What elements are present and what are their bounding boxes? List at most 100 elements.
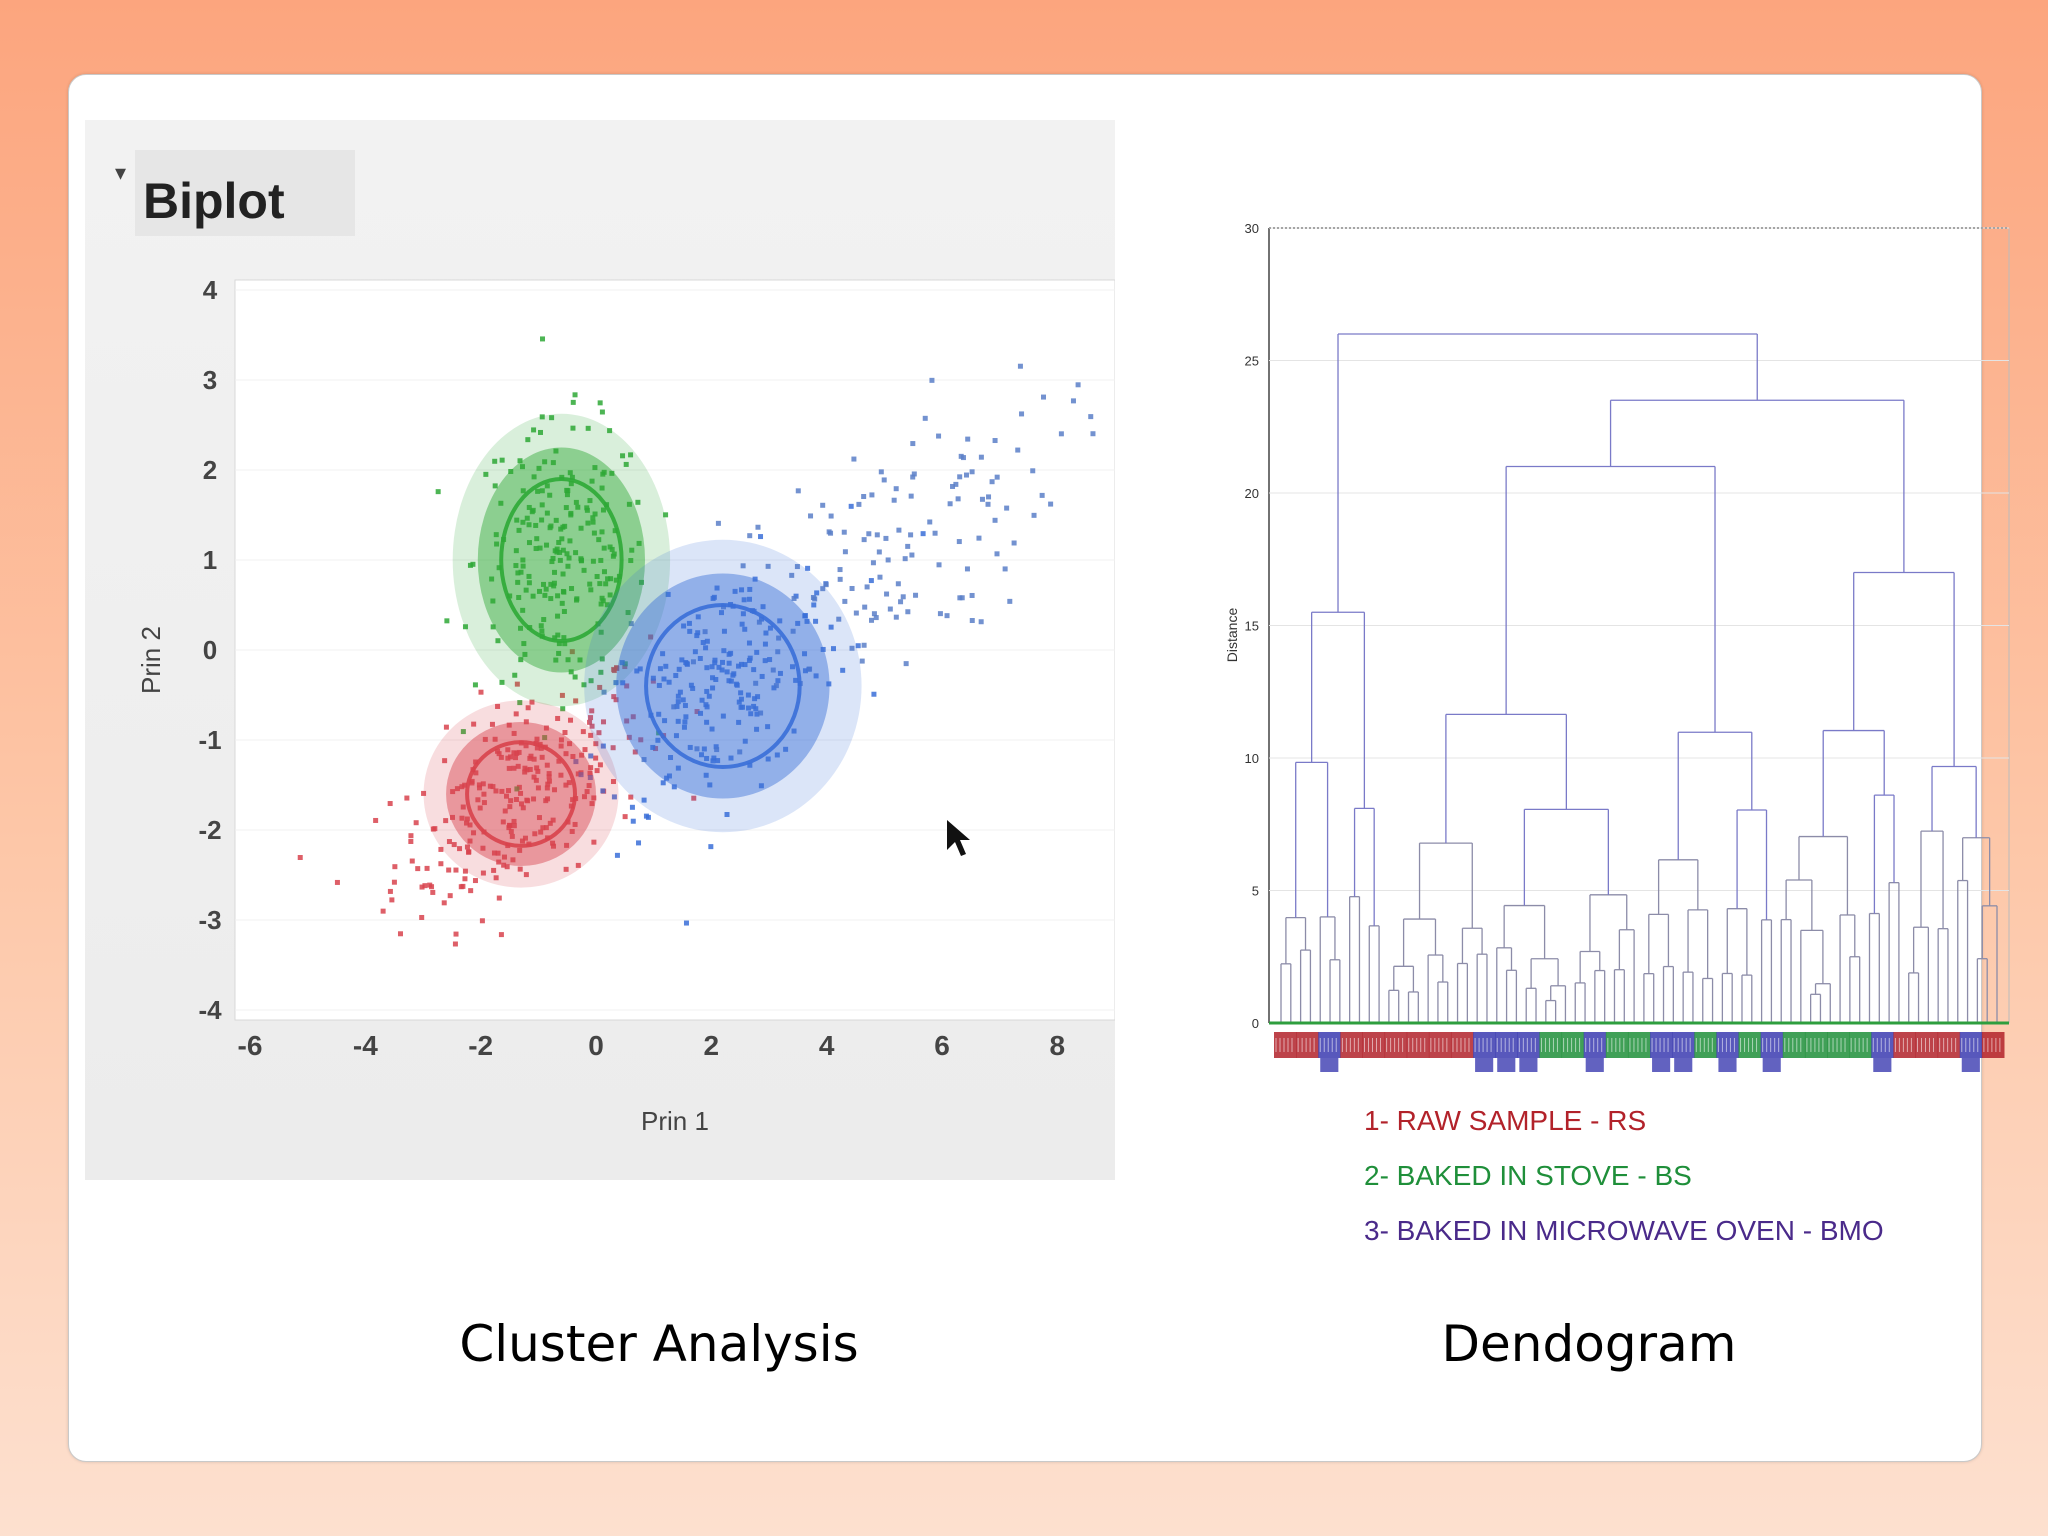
scatter-point [500,819,506,825]
scatter-point [467,562,473,568]
scatter-point [666,773,672,779]
scatter-point [613,697,619,703]
x-tick-label: -2 [468,1030,493,1061]
scatter-point [538,829,544,835]
scatter-point [539,488,545,494]
scatter-point [592,465,598,471]
scatter-point [568,717,574,723]
scatter-point [453,931,459,937]
x-tick-label: 2 [704,1030,720,1061]
scatter-point [589,478,595,484]
scatter-point [535,488,541,494]
scatter-point [493,788,499,794]
scatter-point [511,823,517,829]
scatter-point [518,790,524,796]
scatter-point [733,681,739,687]
scatter-point [449,814,455,820]
scatter-point [421,790,427,796]
dendrogram-chart: 0 5 10 15 20 25 30 Distance 1- RAW SAMPLE - RS… [1224,221,2010,1246]
scatter-point [462,868,468,874]
scatter-point [537,545,543,551]
scatter-point [515,763,521,769]
group-segment [1495,1032,1518,1058]
scatter-point [777,670,783,676]
scatter-point [762,658,768,664]
scatter-point [581,682,587,688]
scatter-point [607,592,613,598]
scatter-point [739,621,745,627]
scatter-point [555,715,561,721]
scatter-point [538,623,544,629]
scatter-point [927,519,933,525]
scatter-point [504,864,510,870]
scatter-point [499,679,505,685]
scatter-point [505,747,511,753]
cluster-ellipse [616,573,830,799]
scatter-point [905,543,911,549]
scatter-point [690,659,696,665]
scatter-point [856,501,862,507]
group-segment [1296,1032,1319,1058]
scatter-point [514,786,520,792]
scatter-point [566,555,572,561]
scatter-point [836,616,842,622]
y-tick-label: -1 [198,725,221,755]
scatter-point [515,570,521,576]
group-segment [1760,1032,1784,1058]
scatter-point [478,689,484,695]
scatter-point [837,576,843,582]
scatter-point [526,540,532,546]
scatter-point [531,774,537,780]
scatter-point [869,617,875,623]
scatter-point [650,678,656,684]
scatter-point [501,854,507,860]
scatter-point [516,749,522,755]
scatter-point [587,498,593,504]
scatter-point [334,879,340,885]
scatter-point [471,830,477,836]
group-segment [1583,1032,1607,1058]
scatter-point [586,783,592,789]
y-tick-label: -3 [198,905,221,935]
scatter-point [765,563,771,569]
scatter-point [599,529,605,535]
scatter-point [610,745,616,751]
scatter-point [622,664,628,670]
scatter-point [444,618,450,624]
scatter-point [570,797,576,803]
scatter-point [548,596,554,602]
group-segment [1561,1032,1585,1058]
scatter-point [959,595,965,601]
scatter-point [870,560,876,566]
scatter-point [544,762,550,768]
scatter-point [840,667,846,673]
scatter-point [597,762,603,768]
scatter-point [438,846,444,852]
scatter-point [620,680,626,686]
scatter-point [770,667,776,673]
scatter-point [591,530,597,536]
scatter-point [471,721,477,727]
scatter-point [441,900,447,906]
scatter-point [452,941,458,947]
scatter-point [450,789,456,795]
scatter-point [435,489,441,495]
scatter-point [1004,505,1010,511]
scatter-point [508,754,514,760]
scatter-point [569,474,575,480]
scatter-point [650,675,656,681]
scatter-point [895,581,901,587]
scatter-point [560,547,566,553]
group-segment [1937,1032,1961,1058]
scatter-point [604,602,610,608]
cluster-ring [465,740,578,848]
scatter-point [728,678,734,684]
scatter-point [432,826,438,832]
scatter-point [628,452,634,458]
scatter-point [814,590,820,596]
scatter-point [454,786,460,792]
scatter-point [842,598,848,604]
scatter-point [624,718,630,724]
scatter-point [675,699,681,705]
scatter-point [544,542,550,548]
